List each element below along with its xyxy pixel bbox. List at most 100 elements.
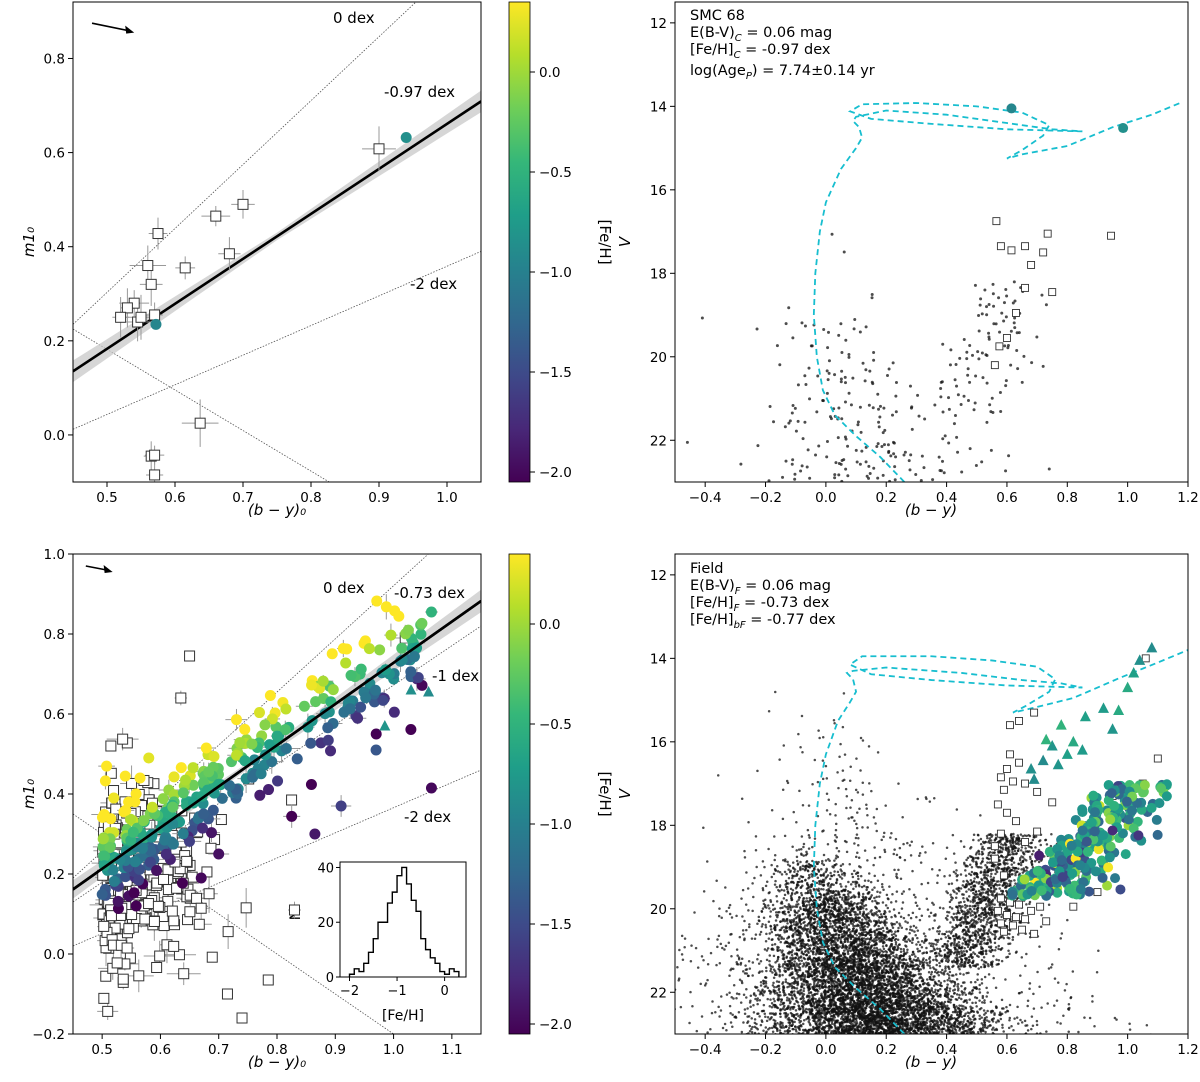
field-star-dot <box>1010 1024 1013 1028</box>
field-star-dot <box>753 1031 757 1034</box>
y-tick-label: 0.4 <box>44 240 65 256</box>
member-star-point <box>205 827 217 839</box>
field-star-dot <box>671 959 674 962</box>
field-star-dot <box>743 856 747 859</box>
field-star-dot <box>1041 364 1045 368</box>
member-star-point <box>176 877 188 889</box>
field-star-dot <box>771 984 775 987</box>
field-star-dot <box>873 856 877 860</box>
field-star-dot <box>974 374 978 378</box>
field-star-dot <box>926 908 930 911</box>
member-star-point <box>239 723 251 735</box>
field-star-dot <box>881 473 885 477</box>
field-star-dot <box>834 802 837 806</box>
member-star-point <box>125 813 137 825</box>
field-star-dot <box>939 380 943 384</box>
field-star-dot <box>980 460 984 464</box>
member-star-point <box>371 595 383 607</box>
field-star-dot <box>770 1037 773 1040</box>
nonmember-square <box>117 973 129 985</box>
field-star-dot <box>911 911 915 915</box>
field-star-dot <box>757 953 760 956</box>
nonmember-square <box>184 906 196 918</box>
field-star-dot <box>921 1035 924 1038</box>
field-star-dot <box>778 363 782 367</box>
field-star-dot <box>1030 1015 1034 1018</box>
field-star-dot <box>985 381 989 385</box>
field-star-dot <box>978 999 981 1002</box>
field-star-dot <box>780 951 784 954</box>
field-star-dot <box>815 975 818 978</box>
field-star-dot <box>850 1036 853 1039</box>
y-tick-label: 0.0 <box>44 947 65 963</box>
field-star-dot <box>928 1036 931 1039</box>
field-star-dot <box>639 942 642 945</box>
nonmember-square <box>102 1005 114 1017</box>
field-star-dot <box>748 1024 752 1028</box>
x-tick-label: 0.6 <box>164 490 185 506</box>
field-star-dot <box>907 459 911 463</box>
field-star-dot <box>821 399 825 403</box>
field-star-dot <box>1017 331 1021 335</box>
field-star-dot <box>803 374 807 378</box>
field-star-dot <box>924 1035 927 1038</box>
field-star-dot <box>680 934 684 938</box>
field-star-dot <box>976 978 979 981</box>
field-star-dot <box>828 415 832 419</box>
field-star-dot <box>719 942 723 946</box>
field-star-dot <box>819 915 823 919</box>
field-star-dot <box>800 891 803 895</box>
field-star-dot <box>758 933 762 936</box>
y-tick-label: 14 <box>650 99 667 115</box>
field-star-dot <box>905 951 909 954</box>
member-star-point <box>306 679 318 691</box>
field-star-dot <box>836 436 840 440</box>
field-star-dot <box>860 449 864 453</box>
field-star-dot <box>838 1030 841 1034</box>
field-star-dot <box>976 350 980 354</box>
field-star-dot <box>786 781 790 785</box>
nonmember-square <box>1048 288 1057 297</box>
member-star-point <box>385 629 397 641</box>
field-star-dot <box>879 988 882 992</box>
field-star-dot <box>833 476 837 480</box>
field-star-dot <box>847 355 851 359</box>
p4-plot-area <box>639 641 1188 1040</box>
member-star-point <box>266 713 278 725</box>
field-star-dot <box>916 957 920 960</box>
field-star-dot <box>727 906 731 910</box>
field-star-dot <box>948 363 952 367</box>
field-star-dot <box>742 993 746 997</box>
field-star-dot <box>922 982 925 986</box>
field-star-dot <box>799 956 802 959</box>
field-star-dot <box>864 898 868 901</box>
field-star-dot <box>887 451 891 455</box>
field-star-dot <box>919 861 923 864</box>
panel-2-xlabel: (b − y) <box>905 501 957 519</box>
field-star-dot <box>870 789 873 793</box>
field-star-dot <box>724 944 728 948</box>
field-star-dot <box>985 354 989 358</box>
member-star-point <box>412 671 424 683</box>
member-star-point <box>98 850 110 862</box>
member-star-point <box>101 760 113 772</box>
field-star-dot <box>903 858 907 862</box>
field-star-dot <box>937 979 941 983</box>
nonmember-square <box>240 902 252 914</box>
field-star-dot <box>704 982 708 985</box>
field-star-dot <box>991 282 995 286</box>
field-star-dot <box>977 314 981 318</box>
field-star-dot <box>816 925 819 928</box>
member-star-point <box>96 811 108 823</box>
field-star-dot <box>791 861 795 864</box>
field-star-dot <box>956 985 959 988</box>
field-star-dot <box>1044 303 1048 307</box>
field-star-dot <box>920 914 924 918</box>
field-star-dot <box>839 322 843 326</box>
field-star-dot <box>837 473 841 477</box>
field-star-dot <box>966 367 970 371</box>
field-star-dot <box>965 1001 969 1004</box>
field-star-dot <box>743 1008 747 1011</box>
field-star-dot <box>860 885 864 889</box>
field-star-dot <box>820 1034 823 1037</box>
